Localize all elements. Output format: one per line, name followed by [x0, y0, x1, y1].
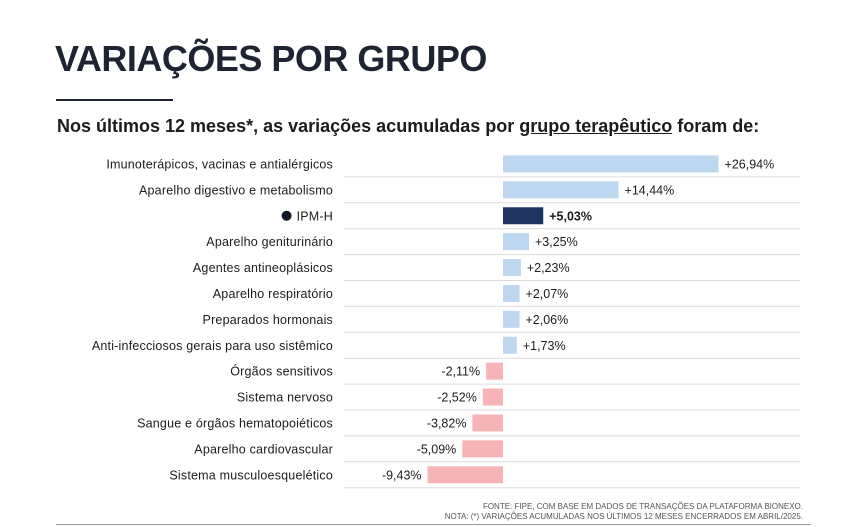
- data-label: +26,94%: [725, 157, 775, 171]
- category-label: Agentes antineoplásicos: [193, 261, 333, 275]
- category-label: Anti-infecciosos gerais para uso sistêmi…: [92, 339, 333, 353]
- data-label: +14,44%: [625, 183, 675, 197]
- data-label: -3,82%: [427, 416, 467, 430]
- category-label: Órgãos sensitivos: [230, 364, 333, 379]
- data-label: +3,25%: [535, 235, 578, 249]
- subtitle-link: grupo terapêutico: [519, 116, 673, 136]
- bar: [472, 414, 503, 432]
- bar: [503, 259, 521, 277]
- bottom-rule: [56, 524, 811, 525]
- bar-chart: Imunoterápicos, vacinas e antialérgicos +…: [92, 155, 800, 489]
- subtitle-suffix: foram de:: [672, 116, 760, 136]
- subtitle-prefix: Nos últimos 12 meses*, as variações acum…: [57, 116, 520, 136]
- bar: [503, 181, 619, 199]
- data-label: +2,06%: [525, 313, 568, 327]
- footnote-note: NOTA: (*) VARIAÇÕES ACUMULADAS NOS ÚLTIM…: [444, 512, 803, 521]
- category-label: Aparelho cardiovascular: [194, 442, 333, 456]
- bar: [482, 388, 503, 406]
- data-label: -9,43%: [382, 468, 422, 482]
- category-label: Imunoterápicos, vacinas e antialérgicos: [106, 157, 333, 171]
- category-label: IPM-H: [297, 209, 333, 223]
- data-label: -5,09%: [417, 442, 457, 456]
- category-label: Aparelho geniturinário: [206, 235, 333, 249]
- bar: [503, 284, 520, 302]
- data-label: -2,11%: [441, 365, 480, 379]
- category-label: Preparados hormonais: [203, 313, 333, 327]
- bar: [462, 440, 503, 458]
- category-label: Sistema musculoesquelético: [169, 468, 333, 482]
- category-label: Sistema nervoso: [237, 391, 333, 405]
- highlight-dot-icon: [281, 210, 292, 221]
- bar: [503, 233, 529, 251]
- category-label: Aparelho digestivo e metabolismo: [139, 183, 333, 197]
- chart-subtitle: Nos últimos 12 meses*, as variações acum…: [57, 116, 759, 137]
- data-label: +2,23%: [527, 261, 570, 275]
- category-label: Sangue e órgãos hematopoiéticos: [137, 416, 333, 430]
- bar: [503, 207, 544, 225]
- footnote-source: FONTE: FIPE, COM BASE EM DADOS DE TRANSA…: [482, 502, 803, 511]
- bar: [503, 310, 520, 328]
- bar: [503, 155, 719, 173]
- bar: [427, 466, 503, 484]
- bar: [486, 362, 503, 380]
- category-label: Aparelho respiratório: [213, 287, 333, 301]
- bar: [503, 336, 517, 354]
- data-label: +5,03%: [549, 209, 592, 223]
- page-title: VARIAÇÕES POR GRUPO: [55, 38, 487, 79]
- data-label: +2,07%: [526, 287, 569, 301]
- data-label: +1,73%: [523, 339, 566, 353]
- title-underline: [56, 99, 173, 101]
- data-label: -2,52%: [437, 391, 477, 405]
